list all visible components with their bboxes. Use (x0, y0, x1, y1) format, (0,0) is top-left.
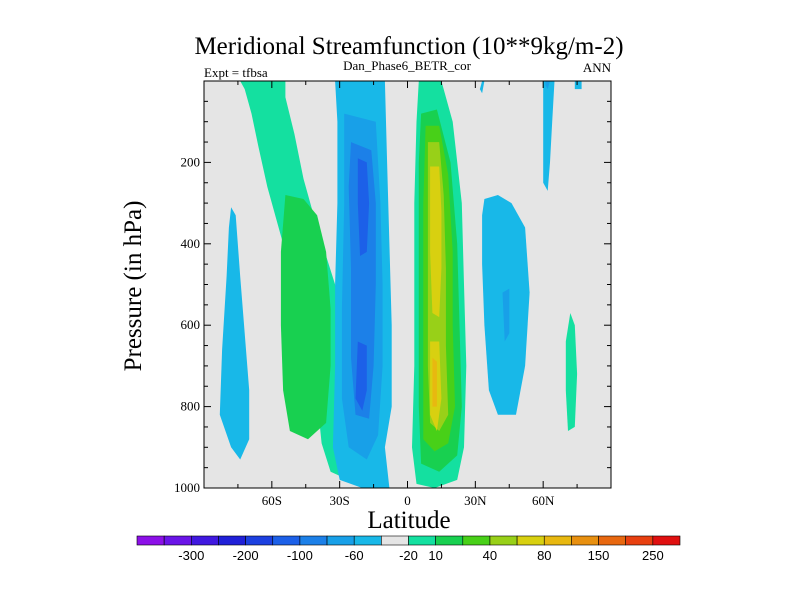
colorbar-tick-label: 40 (483, 548, 497, 563)
colorbar-swatch (462, 535, 491, 546)
contour-region-nh-polar-negative-top (543, 81, 555, 191)
colorbar-tick-label: -100 (287, 548, 313, 563)
colorbar-tick-label: 150 (588, 548, 610, 563)
contour-region-nh-ferrel-negative-inner (502, 288, 510, 342)
colorbar-swatch (652, 535, 681, 546)
colorbar-swatch (489, 535, 518, 546)
contour-region-sh-hadley-negative-core-low (355, 341, 367, 411)
contour-region-top-edge-negative (545, 81, 550, 90)
colorbar-tick-label: -20 (399, 548, 418, 563)
colorbar-tick-label: -300 (178, 548, 204, 563)
y-tick-label: 600 (181, 317, 201, 332)
y-axis-title: Pressure (in hPa) (120, 201, 147, 372)
colorbar-swatch (218, 535, 246, 546)
x-tick-label: 60S (262, 493, 282, 508)
season-label: ANN (583, 60, 612, 75)
y-tick-label: 200 (181, 154, 201, 169)
chart-title: Meridional Streamfunction (10**9kg/m-2) (194, 33, 623, 60)
contour-region-sh-hadley-negative-core (357, 158, 370, 256)
y-tick-label: 1000 (174, 480, 200, 495)
colorbar-swatch (543, 535, 572, 546)
experiment-label: Expt = tfbsa (204, 65, 268, 80)
case-label: Dan_Phase6_BETR_cor (343, 58, 471, 73)
colorbar-swatch (326, 535, 355, 546)
colorbar-tick-label: 250 (642, 548, 664, 563)
contour-region-sh-polar-negative (219, 207, 250, 460)
colorbar-tick-label: -200 (233, 548, 259, 563)
colorbar-swatch (625, 535, 654, 546)
y-tick-label: 800 (181, 399, 201, 414)
x-axis-title: Latitude (367, 507, 450, 534)
colorbar-swatch (571, 535, 599, 546)
axis-ticks: 60S 30S 0 30N 60N 200 400 600 800 1000 (174, 80, 612, 508)
x-tick-label: 30N (464, 493, 487, 508)
colorbar-swatch (272, 535, 301, 546)
contour-region-sh-hadley-negative-inner (348, 142, 376, 419)
colorbar-swatch (136, 535, 165, 546)
contour-region-nh-hadley-positive-peak (432, 357, 437, 407)
y-tick-label: 400 (181, 236, 201, 251)
x-tick-label: 0 (404, 493, 411, 508)
contour-plot-area: 60S 30S 0 30N 60N 200 400 600 800 1000 (174, 80, 612, 508)
contour-region-nh-upper-negative-b (574, 81, 582, 90)
contour-region-nh-upper-negative-a (479, 81, 485, 94)
colorbar-swatch (408, 535, 436, 546)
colorbar: -300 -200 -100 -60 -20 10 40 80 150 250 (136, 535, 681, 563)
x-tick-label: 30S (330, 493, 350, 508)
colorbar-swatch (191, 535, 219, 546)
colorbar-tick-label: 10 (428, 548, 442, 563)
contour-region-nh-hadley-positive-5 (430, 166, 442, 318)
colorbar-swatch (353, 535, 382, 546)
colorbar-swatch (598, 535, 626, 546)
colorbar-tick-label: -60 (345, 548, 364, 563)
x-tick-label: 60N (532, 493, 555, 508)
contour-region-sh-ferrel-positive-core (280, 195, 331, 440)
colorbar-swatch (435, 535, 464, 546)
colorbar-swatch (299, 535, 328, 546)
colorbar-swatch (163, 535, 192, 546)
contour-regions (217, 81, 582, 488)
contour-region-nh-polar-positive (565, 313, 578, 431)
colorbar-swatch (516, 535, 545, 546)
colorbar-swatch (245, 535, 274, 546)
colorbar-swatch (381, 535, 409, 546)
colorbar-tick-label: 80 (537, 548, 551, 563)
